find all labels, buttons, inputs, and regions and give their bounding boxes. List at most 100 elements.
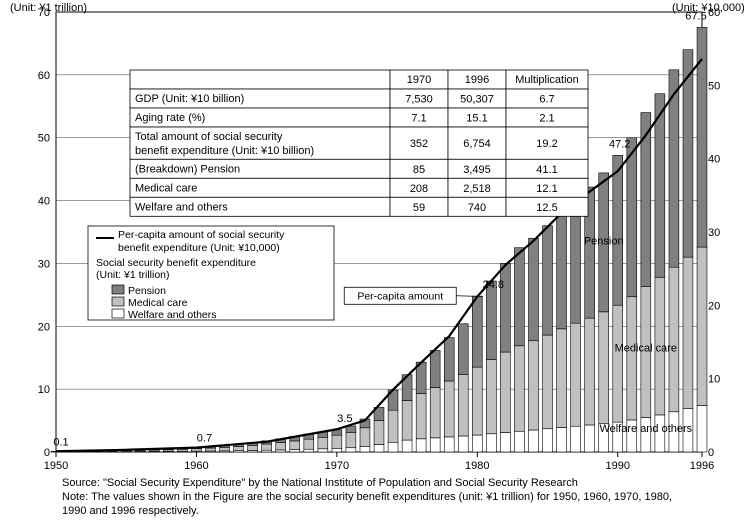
ytick-right: 20 <box>708 300 720 312</box>
footer-line: Source: "Social Security Expenditure" by… <box>62 477 578 489</box>
bar-welfare <box>585 425 595 452</box>
table-cell-text: 41.1 <box>536 164 557 176</box>
bar-welfare <box>318 449 328 452</box>
table-cell-text: 15.1 <box>466 113 487 125</box>
bar-welfare <box>514 431 524 452</box>
ytick-right: 50 <box>708 80 720 92</box>
table-cell-text: GDP (Unit: ¥10 billion) <box>135 93 244 105</box>
bar-medical <box>290 441 300 450</box>
table-cell-text: 12.5 <box>536 202 557 214</box>
ytick-left: 40 <box>38 196 50 208</box>
xtick-label: 1990 <box>605 460 629 472</box>
ytick-left: 50 <box>38 133 50 145</box>
bar-pension <box>514 248 524 346</box>
bar-medical <box>683 257 693 408</box>
bar-welfare <box>557 427 567 452</box>
bar-pension <box>613 155 623 305</box>
xtick-label: 1996 <box>690 460 714 472</box>
table-cell-text: Total amount of social security <box>135 131 283 143</box>
table-cell-text: 50,307 <box>460 94 494 106</box>
table-cell-text: 19.2 <box>536 138 557 150</box>
legend-swatch <box>112 297 124 306</box>
bar-welfare <box>529 430 539 452</box>
bar-welfare <box>500 433 510 452</box>
bar-welfare <box>276 450 286 452</box>
bar-pension <box>430 350 440 387</box>
value-callout: 0.1 <box>53 436 68 448</box>
legend-line-label: benefit expenditure (Unit: ¥10,000) <box>118 242 280 254</box>
ytick-right: 10 <box>708 374 720 386</box>
bar-welfare <box>697 405 707 452</box>
table-cell-text: benefit expenditure (Unit: ¥10 billion) <box>135 145 314 157</box>
table-header: 1970 <box>407 74 431 86</box>
legend-item-label: Welfare and others <box>128 309 217 321</box>
bar-welfare <box>402 440 412 452</box>
legend-group-label: (Unit: ¥1 trillion) <box>96 269 170 281</box>
bar-welfare <box>543 429 553 452</box>
table-cell-text: Medical care <box>135 182 197 194</box>
bar-pension <box>472 296 482 367</box>
bar-medical <box>388 410 398 442</box>
bar-medical <box>206 448 216 451</box>
bar-medical <box>374 421 384 445</box>
bar-pension <box>529 238 539 340</box>
ytick-left: 0 <box>44 447 50 459</box>
bar-medical <box>599 312 609 424</box>
table-cell-text: 3,495 <box>463 164 491 176</box>
legend-swatch <box>112 309 124 318</box>
bar-pension <box>458 324 468 375</box>
ytick-left: 60 <box>38 70 50 82</box>
bar-welfare <box>332 448 342 452</box>
bar-pension <box>557 209 567 329</box>
region-label: Welfare and others <box>599 423 692 435</box>
bar-medical <box>304 439 314 449</box>
bar-medical <box>248 445 258 450</box>
legend-group-label: Social security benefit expenditure <box>96 257 256 269</box>
bar-welfare <box>571 426 581 452</box>
table-cell-text: Welfare and others <box>135 201 228 213</box>
value-callout: 67.5 <box>685 11 706 23</box>
bar-medical <box>543 335 553 429</box>
ytick-right: 0 <box>708 447 714 459</box>
bar-medical <box>360 428 370 447</box>
bar-medical <box>472 367 482 435</box>
bar-welfare <box>430 438 440 452</box>
chart-svg: 0102030405060700102030405060(Unit: ¥1 tr… <box>0 0 756 527</box>
chart-stage: 0102030405060700102030405060(Unit: ¥1 tr… <box>0 0 756 527</box>
bar-medical <box>529 341 539 430</box>
bar-medical <box>416 394 426 439</box>
bar-pension <box>627 138 637 297</box>
table-cell-text: 12.1 <box>536 183 557 195</box>
bar-medical <box>458 374 468 436</box>
bar-medical <box>613 305 623 422</box>
bar-medical <box>346 432 356 447</box>
ytick-right: 30 <box>708 227 720 239</box>
table-cell-text: 85 <box>413 164 425 176</box>
footer-line: 1990 and 1996 respectively. <box>62 505 199 517</box>
bar-welfare <box>388 442 398 452</box>
bar-medical <box>262 444 272 450</box>
ytick-left: 10 <box>38 384 50 396</box>
xtick-label: 1970 <box>325 460 349 472</box>
table-cell-text: 2.1 <box>539 113 554 125</box>
bar-medical <box>669 267 679 412</box>
legend-item-label: Medical care <box>128 297 188 309</box>
table-cell-text: 7,530 <box>405 94 433 106</box>
bar-medical <box>697 247 707 405</box>
xtick-label: 1980 <box>465 460 489 472</box>
bar-pension <box>444 338 454 381</box>
bar-medical <box>402 400 412 440</box>
table-cell-text: (Breakdown) Pension <box>135 163 240 175</box>
xtick-label: 1950 <box>44 460 68 472</box>
footer-line: Note: The values shown in the Figure are… <box>62 491 672 503</box>
bar-medical <box>430 388 440 438</box>
bar-medical <box>191 449 201 451</box>
table-cell-text: Aging rate (%) <box>135 112 205 124</box>
bar-medical <box>571 323 581 426</box>
bar-medical <box>627 297 637 420</box>
xtick-label: 1960 <box>184 460 208 472</box>
bar-medical <box>276 443 286 450</box>
table-cell-text: 6.7 <box>539 94 554 106</box>
value-callout: 3.5 <box>337 413 352 425</box>
table-header: Multiplication <box>515 74 579 86</box>
